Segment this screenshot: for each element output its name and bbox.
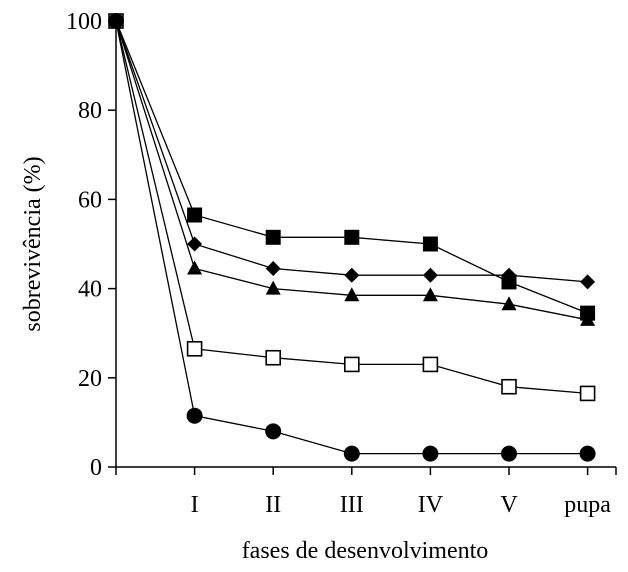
x-tick-label: V [500, 492, 518, 518]
data-point-series-4 [501, 378, 517, 395]
data-point-series-5 [108, 13, 124, 29]
data-point-series-5 [343, 445, 360, 462]
y-tick-label: 60 [78, 187, 102, 213]
data-point-series-1 [187, 207, 203, 223]
data-point-series-2 [580, 274, 596, 290]
data-point-series-5 [501, 445, 517, 462]
data-point-series-4 [579, 385, 596, 402]
data-point-series-2 [501, 267, 517, 283]
data-point-series-2 [187, 236, 203, 252]
x-tick-label: IV [418, 492, 444, 518]
x-tick-label: I [191, 492, 199, 518]
x-tick-label: III [340, 492, 364, 518]
x-tick-label: II [265, 492, 281, 518]
y-tick-label: 80 [78, 98, 102, 124]
y-axis-title: sobrevivência (%) [20, 156, 46, 331]
data-point-series-4 [422, 356, 439, 373]
y-tick-label: 100 [66, 9, 102, 35]
data-point-series-2 [344, 267, 360, 283]
data-point-series-4 [343, 356, 360, 373]
x-axis-title: fases de desenvolvimento [242, 538, 489, 564]
data-point-series-3 [580, 311, 596, 326]
data-point-series-1 [265, 229, 281, 245]
series-line-4 [115, 20, 588, 395]
data-point-series-5 [579, 445, 596, 462]
data-point-series-3 [501, 296, 517, 311]
data-point-series-2 [422, 267, 438, 283]
data-point-series-3 [265, 280, 281, 295]
data-point-series-5 [186, 407, 203, 424]
data-point-series-1 [422, 236, 438, 252]
data-point-series-4 [265, 349, 282, 366]
data-point-series-3 [187, 260, 203, 275]
data-point-series-3 [422, 287, 438, 302]
data-point-series-1 [344, 229, 360, 245]
y-tick-label: 0 [90, 455, 102, 481]
data-point-series-2 [265, 261, 281, 277]
y-tick-label: 20 [78, 366, 102, 392]
data-point-series-5 [265, 423, 282, 440]
x-tick-label: pupa [564, 492, 611, 518]
data-point-series-5 [422, 445, 439, 462]
series-markers-layer [108, 13, 596, 462]
y-tick-label: 40 [78, 277, 102, 303]
data-point-series-3 [344, 287, 360, 302]
data-point-series-4 [186, 341, 203, 357]
